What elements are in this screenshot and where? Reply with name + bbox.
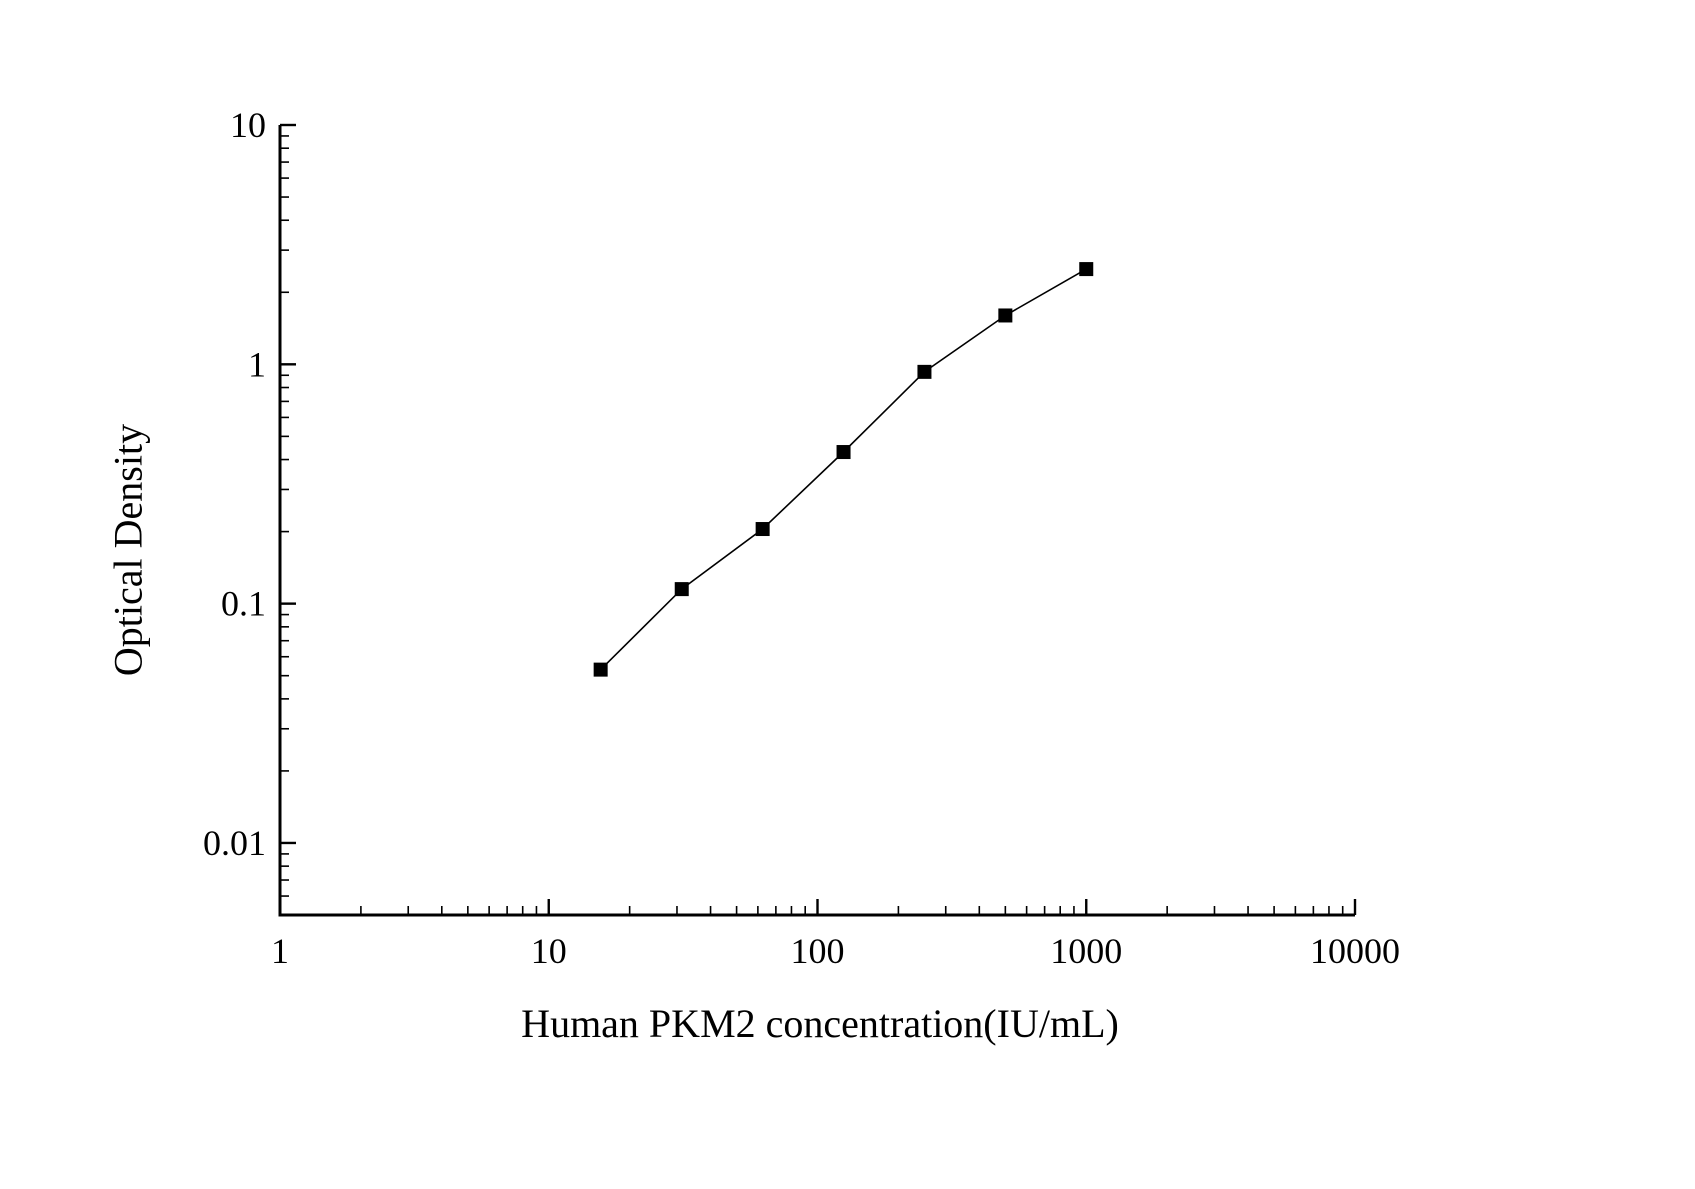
x-axis-label: Human PKM2 concentration(IU/mL)	[521, 1001, 1119, 1046]
data-point-marker	[755, 522, 770, 537]
x-tick-label: 10	[531, 931, 567, 971]
data-point-marker	[917, 364, 932, 379]
y-tick-label: 0.01	[203, 823, 266, 863]
data-point-marker	[998, 308, 1013, 323]
data-point-marker	[836, 445, 851, 460]
x-tick-label: 1	[271, 931, 289, 971]
data-point-marker	[593, 662, 608, 677]
y-tick-label: 10	[230, 105, 266, 145]
y-tick-label: 0.1	[221, 584, 266, 624]
x-tick-label: 1000	[1050, 931, 1122, 971]
data-point-marker	[674, 582, 689, 597]
data-point-marker	[1079, 262, 1094, 277]
y-axis-label: Optical Density	[105, 423, 151, 677]
x-tick-label: 100	[791, 931, 845, 971]
x-tick-label: 10000	[1310, 931, 1400, 971]
series-line	[600, 268, 1087, 671]
y-tick-label: 1	[248, 344, 266, 384]
